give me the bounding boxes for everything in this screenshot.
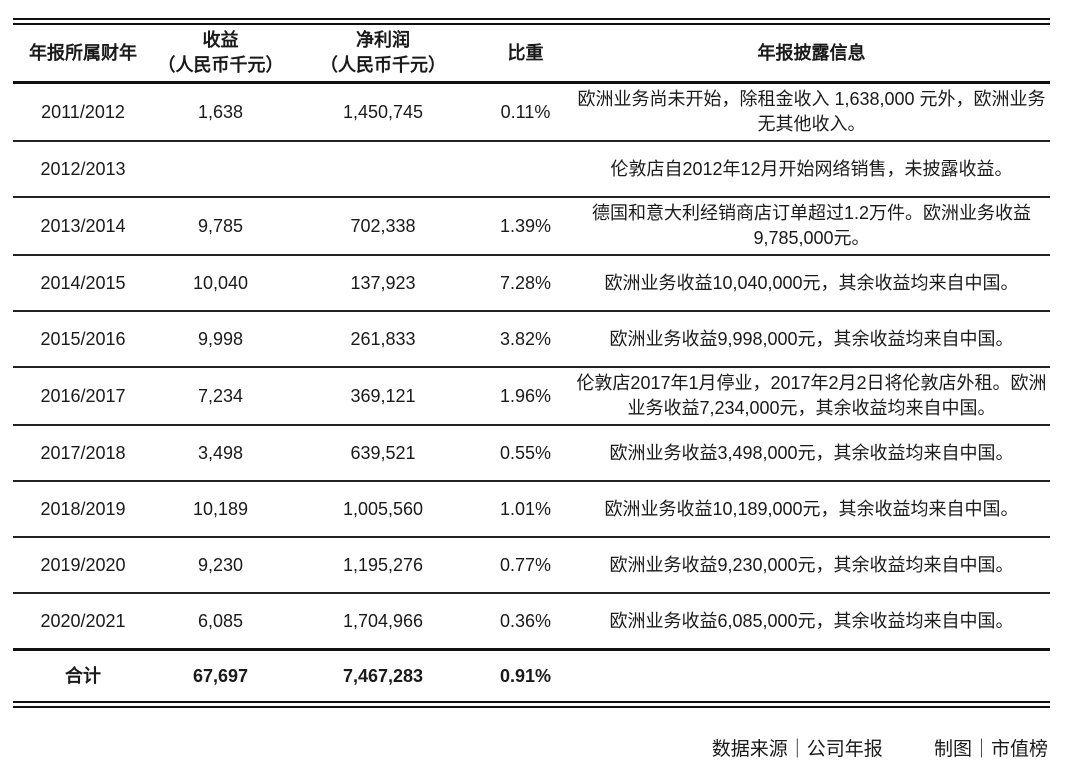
table-row: 2014/2015 10,040 137,923 7.28% 欧洲业务收益10,… [13,255,1050,312]
revenue-cell: 3,498 [153,425,288,482]
share-cell: 0.55% [478,425,573,482]
top-double-rule [13,18,1050,25]
total-disclosure-cell [573,650,1050,702]
net-profit-cell: 1,005,560 [288,481,478,538]
table-body: 2011/2012 1,638 1,450,745 0.11% 欧洲业务尚未开始… [13,82,1050,651]
table-row: 2013/2014 9,785 702,338 1.39% 德国和意大利经销商店… [13,197,1050,256]
table-row: 2011/2012 1,638 1,450,745 0.11% 欧洲业务尚未开始… [13,82,1050,142]
revenue-cell [153,141,288,198]
col-header-label: 净利润 [356,30,410,50]
col-header-label: 年报披露信息 [757,42,866,63]
total-share-cell: 0.91% [499,665,552,686]
table-row: 2018/2019 10,189 1,005,560 1.01% 欧洲业务收益1… [13,481,1050,538]
revenue-cell: 9,998 [153,311,288,368]
data-source-credit: 数据来源｜公司年报 [711,739,883,760]
total-revenue-cell: 67,697 [192,665,249,686]
disclosure-cell: 伦敦店2017年1月停业，2017年2月2日将伦敦店外租。欧洲业务收益7,234… [573,367,1050,426]
table-row: 2020/2021 6,085 1,704,966 0.36% 欧洲业务收益6,… [13,593,1050,651]
share-cell: 0.11% [478,82,573,142]
table-row: 2012/2013 伦敦店自2012年12月开始网络销售，未披露收益。 [13,141,1050,198]
header-row: 年报所属财年 收益 （人民币千元） 净利润 （人民币千元） 比重 年报披露信息 [13,25,1050,84]
net-profit-cell: 639,521 [288,425,478,482]
disclosure-cell: 欧洲业务尚未开始，除租金收入 1,638,000 元外，欧洲业务无其他收入。 [573,82,1050,142]
annual-report-table: 年报所属财年 收益 （人民币千元） 净利润 （人民币千元） 比重 年报披露信息 [13,25,1050,701]
disclosure-cell: 欧洲业务收益6,085,000元，其余收益均来自中国。 [573,593,1050,651]
col-header-revenue: 收益 （人民币千元） [153,25,288,84]
net-profit-cell: 369,121 [288,367,478,426]
share-cell: 0.77% [478,537,573,594]
col-header-share: 比重 [478,25,573,84]
total-net-profit-cell: 7,467,283 [342,665,424,686]
revenue-cell: 1,638 [153,82,288,142]
share-cell: 0.36% [478,593,573,651]
revenue-cell: 9,230 [153,537,288,594]
fiscal-year-cell: 2019/2020 [13,537,153,594]
col-header-disclosure: 年报披露信息 [573,25,1050,84]
figure-footer: 数据来源｜公司年报 制图｜市值榜 [13,734,1050,761]
total-label-cell: 合计 [65,665,101,686]
net-profit-cell: 1,704,966 [288,593,478,651]
total-row: 合计 67,697 7,467,283 0.91% [13,650,1050,702]
disclosure-cell: 欧洲业务收益3,498,000元，其余收益均来自中国。 [573,425,1050,482]
fiscal-year-cell: 2020/2021 [13,593,153,651]
share-cell: 1.96% [478,367,573,426]
fiscal-year-cell: 2016/2017 [13,367,153,426]
fiscal-year-cell: 2013/2014 [13,197,153,256]
net-profit-cell: 1,450,745 [288,82,478,142]
disclosure-cell: 欧洲业务收益9,998,000元，其余收益均来自中国。 [573,311,1050,368]
col-header-label: 收益 [202,30,239,50]
disclosure-cell: 欧洲业务收益10,040,000元，其余收益均来自中国。 [573,255,1050,312]
share-cell: 3.82% [478,311,573,368]
net-profit-cell: 1,195,276 [288,537,478,594]
disclosure-cell: 欧洲业务收益10,189,000元，其余收益均来自中国。 [573,481,1050,538]
col-header-unit: （人民币千元） [157,55,284,75]
share-cell [478,141,573,198]
table-row: 2017/2018 3,498 639,521 0.55% 欧洲业务收益3,49… [13,425,1050,482]
fiscal-year-cell: 2018/2019 [13,481,153,538]
disclosure-cell: 德国和意大利经销商店订单超过1.2万件。欧洲业务收益9,785,000元。 [573,197,1050,256]
bottom-double-rule [13,701,1050,708]
chart-maker-credit: 制图｜市值榜 [933,739,1048,760]
revenue-cell: 10,040 [153,255,288,312]
col-header-label: 比重 [507,42,544,63]
fiscal-year-cell: 2015/2016 [13,311,153,368]
net-profit-cell: 261,833 [288,311,478,368]
revenue-cell: 7,234 [153,367,288,426]
col-header-fiscal-year: 年报所属财年 [13,25,153,84]
revenue-cell: 10,189 [153,481,288,538]
table-row: 2015/2016 9,998 261,833 3.82% 欧洲业务收益9,99… [13,311,1050,368]
net-profit-cell [288,141,478,198]
share-cell: 1.01% [478,481,573,538]
net-profit-cell: 137,923 [288,255,478,312]
col-header-unit: （人民币千元） [320,55,446,75]
share-cell: 1.39% [478,197,573,256]
disclosure-cell: 欧洲业务收益9,230,000元，其余收益均来自中国。 [573,537,1050,594]
table-figure: 年报所属财年 收益 （人民币千元） 净利润 （人民币千元） 比重 年报披露信息 [13,0,1050,761]
disclosure-cell: 伦敦店自2012年12月开始网络销售，未披露收益。 [573,141,1050,198]
fiscal-year-cell: 2017/2018 [13,425,153,482]
fiscal-year-cell: 2011/2012 [13,82,153,142]
fiscal-year-cell: 2012/2013 [13,141,153,198]
share-cell: 7.28% [478,255,573,312]
net-profit-cell: 702,338 [288,197,478,256]
table-row: 2019/2020 9,230 1,195,276 0.77% 欧洲业务收益9,… [13,537,1050,594]
revenue-cell: 9,785 [153,197,288,256]
revenue-cell: 6,085 [153,593,288,651]
col-header-label: 年报所属财年 [29,42,137,63]
col-header-net-profit: 净利润 （人民币千元） [288,25,478,84]
table-row: 2016/2017 7,234 369,121 1.96% 伦敦店2017年1月… [13,367,1050,426]
fiscal-year-cell: 2014/2015 [13,255,153,312]
